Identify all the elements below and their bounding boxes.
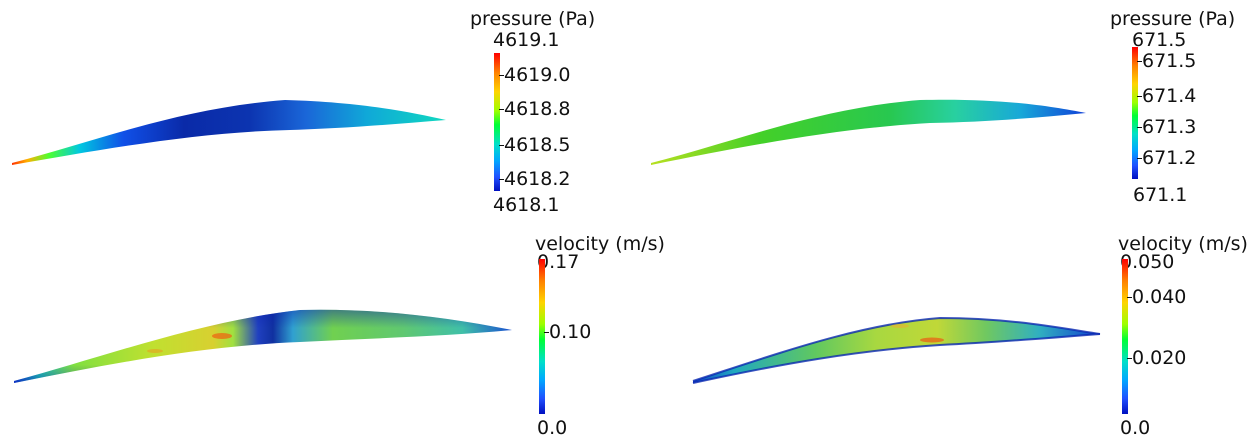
colorbar-tick [1137, 127, 1142, 128]
colorbar-tick-label: 0.040 [1132, 286, 1187, 308]
colorbar-tick [544, 332, 549, 333]
colorbar-max-label: 0.050 [1120, 251, 1175, 273]
colorbar-tick-label: 671.4 [1142, 85, 1197, 107]
pressure-plot-left: pressure (Pa) 4619.1 4619.0 4618.8 4618.… [0, 0, 620, 218]
pressure-plot-right: pressure (Pa) 671.5 671.5 671.4 671.3 67… [640, 0, 1247, 218]
colorbar-tick [1137, 61, 1142, 62]
colorbar-title: pressure (Pa) [470, 8, 596, 30]
colorbar-tick-label: 4618.5 [504, 134, 571, 156]
colorbar-tick-label: 671.3 [1142, 116, 1197, 138]
colorbar-tick [499, 109, 504, 110]
colorbar-tick-label: 0.10 [549, 321, 592, 343]
colorbar-tick-label: 0.020 [1132, 347, 1187, 369]
colorbar-tick-label: 671.5 [1142, 50, 1197, 72]
airfoil-pressure-field-left [12, 100, 446, 165]
colorbar-gradient [1132, 47, 1138, 179]
velocity-plot-left: velocity (m/s) 0.17 0.10 0.0 [0, 218, 665, 439]
colorbar-min-label: 0.0 [537, 417, 568, 439]
colorbar-max-label: 4619.1 [493, 29, 560, 51]
colorbar-tick [499, 75, 504, 76]
colorbar-max-label: 0.17 [537, 251, 580, 273]
colorbar-tick-label: 671.2 [1142, 147, 1197, 169]
velocity-plot-right: velocity (m/s) 0.050 0.040 0.020 0.0 [640, 218, 1247, 439]
airfoil-velocity-field-left [14, 309, 512, 383]
colorbar-min-label: 4618.1 [493, 194, 560, 216]
colorbar-tick [1127, 297, 1132, 298]
colorbar-gradient [494, 53, 500, 191]
colorbar-min-label: 0.0 [1120, 417, 1151, 439]
colorbar-tick-label: 4618.2 [504, 168, 571, 190]
colorbar-tick [499, 145, 504, 146]
colorbar-gradient [539, 259, 545, 414]
colorbar-max-label: 671.5 [1132, 29, 1187, 51]
airfoil-pressure-field-right [651, 99, 1086, 165]
colorbar-tick-label: 4618.8 [504, 98, 571, 120]
colorbar-title: velocity (m/s) [535, 233, 665, 255]
colorbar-gradient [1122, 259, 1128, 414]
colorbar-tick [1137, 158, 1142, 159]
colorbar-title: velocity (m/s) [1118, 233, 1247, 255]
colorbar-tick [499, 179, 504, 180]
colorbar-title: pressure (Pa) [1110, 8, 1236, 30]
colorbar-tick [1127, 358, 1132, 359]
colorbar-min-label: 671.1 [1133, 184, 1188, 206]
colorbar-tick [1137, 96, 1142, 97]
airfoil-velocity-field-right [692, 316, 1101, 384]
colorbar-tick-label: 4619.0 [504, 64, 571, 86]
